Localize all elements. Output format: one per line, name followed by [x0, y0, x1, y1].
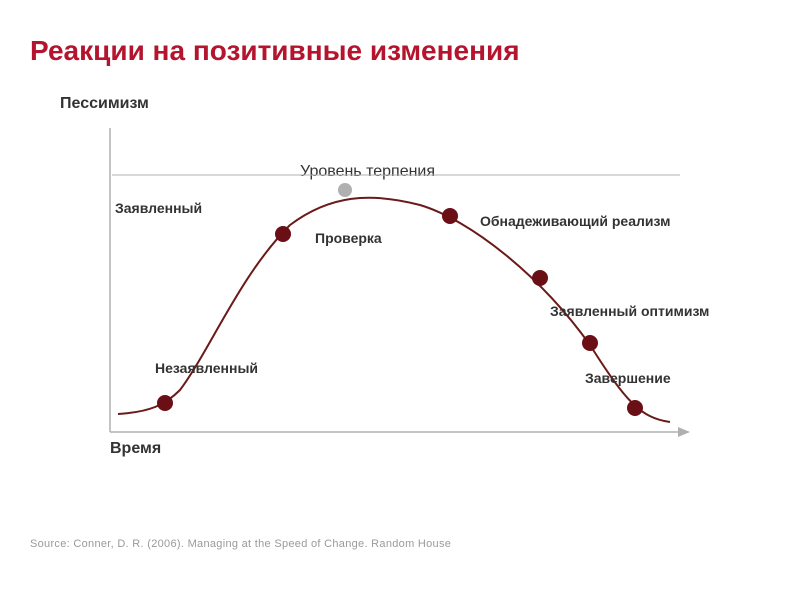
axes-group — [110, 128, 690, 437]
point-label: Заявленный — [115, 200, 202, 216]
point-label: Обнадеживающий реализм — [480, 213, 670, 229]
data-point — [275, 226, 291, 242]
slide: { "title": { "text": "Реакции на позитив… — [0, 0, 800, 600]
data-point — [532, 270, 548, 286]
point-label: Незаявленный — [155, 360, 258, 376]
data-point — [442, 208, 458, 224]
data-point — [582, 335, 598, 351]
data-point — [627, 400, 643, 416]
chart-svg — [0, 0, 800, 600]
data-point — [157, 395, 173, 411]
point-label: Заявленный оптимизм — [550, 303, 709, 319]
point-label: Завершение — [585, 370, 671, 386]
gray-marker — [338, 183, 352, 197]
point-label: Проверка — [315, 230, 382, 246]
